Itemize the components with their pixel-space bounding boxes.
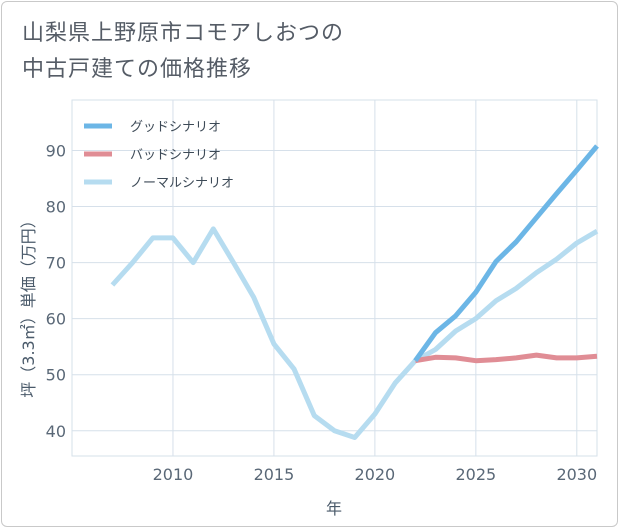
y-tick-label: 40 — [46, 422, 66, 441]
x-axis-label: 年 — [326, 499, 342, 518]
legend-label: バッドシナリオ — [130, 148, 221, 163]
chart-title: 山梨県上野原市コモアしおつの 中古戸建ての価格推移 — [22, 16, 344, 88]
y-tick-label: 60 — [46, 310, 66, 329]
y-axis-label: 坪（3.3㎡）単価（万円） — [19, 212, 38, 397]
x-tick-labels: 2010 2015 2020 2025 2030 — [153, 465, 598, 484]
chart-title-line2: 中古戸建ての価格推移 — [22, 57, 253, 82]
series-line-3 — [110, 226, 599, 440]
legend-label: グッドシナリオ — [130, 120, 221, 135]
y-tick-label: 80 — [46, 198, 66, 217]
chart-title-line1: 山梨県上野原市コモアしおつの — [22, 21, 345, 46]
x-tick-label: 2025 — [455, 465, 496, 484]
legend-label: ノーマルシナリオ — [130, 176, 234, 191]
y-tick-label: 50 — [46, 366, 66, 385]
x-tick-label: 2030 — [556, 465, 597, 484]
series-lines — [110, 144, 599, 440]
x-tick-label: 2020 — [355, 465, 396, 484]
x-tick-label: 2015 — [254, 465, 295, 484]
series-line-1 — [413, 144, 599, 363]
y-tick-label: 70 — [46, 254, 66, 273]
plot-frame — [71, 99, 598, 457]
x-tick-label: 2010 — [153, 465, 194, 484]
series-line-2 — [414, 352, 598, 364]
y-tick-labels: 40 50 60 70 80 90 — [46, 141, 66, 440]
grid-lines — [71, 99, 598, 457]
y-tick-label: 90 — [46, 141, 66, 160]
